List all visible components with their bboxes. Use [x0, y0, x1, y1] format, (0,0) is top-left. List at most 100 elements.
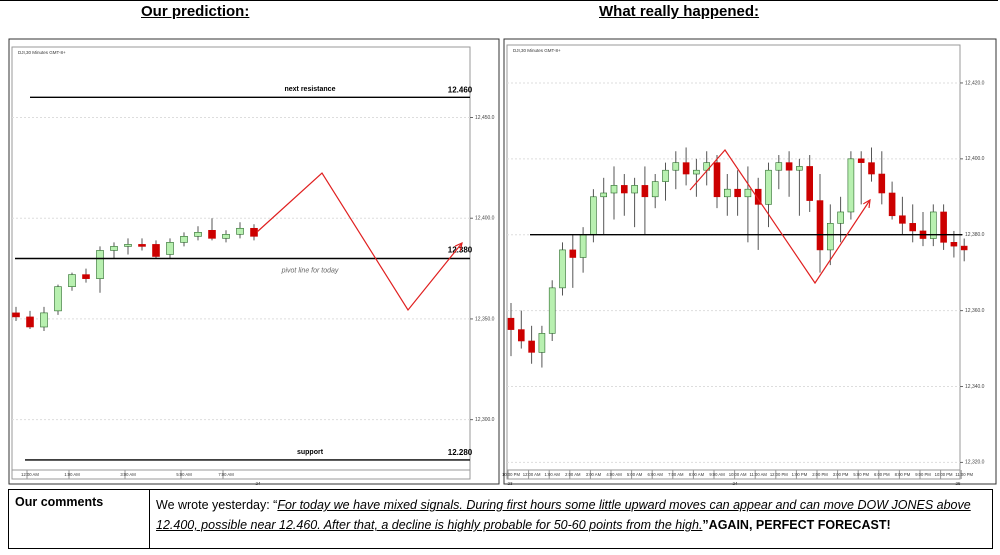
candle-body: [138, 244, 146, 247]
candle-body: [682, 162, 690, 175]
date-label: 24: [255, 481, 261, 486]
candle-body: [96, 250, 104, 279]
charts: DJI,30 Minutes GMT-8+ 12,450.0 12,400.0 12,…: [8, 38, 997, 486]
x-tick-label: 3:00 AM: [120, 472, 136, 477]
forecast-arrow: [689, 149, 870, 285]
candle-body: [651, 181, 659, 198]
y-tick-label: 12,400.0: [965, 156, 985, 162]
candle-body: [82, 274, 90, 279]
x-tick-label: 2:00 AM: [565, 472, 581, 477]
candle-body: [847, 158, 855, 213]
candle-body: [569, 249, 577, 258]
candle-body: [909, 223, 917, 232]
candle-body: [723, 188, 731, 198]
x-tick-label: 7:00 AM: [218, 472, 234, 477]
candle-body: [194, 232, 202, 237]
y-tick-label: 12,300.0: [475, 417, 495, 423]
candle-body: [775, 162, 783, 171]
candle-body: [816, 200, 824, 251]
x-tick-label: 1:00 AM: [545, 472, 561, 477]
x-tick-label: 9:00 PM: [915, 472, 931, 477]
right-frame: [503, 38, 997, 485]
candle-body: [548, 287, 556, 334]
x-tick-label: 2:00 PM: [812, 472, 828, 477]
x-tick-label: 4:00 AM: [606, 472, 622, 477]
candle-body: [693, 169, 700, 175]
x-axis-band: [506, 469, 961, 480]
top-rule: [0, 0, 998, 1]
candle-body: [180, 236, 188, 243]
candle-body: [610, 185, 618, 194]
y-tick-label: 12,400.0: [475, 216, 495, 222]
candle-body: [579, 234, 587, 258]
x-tick-label: 1:00 AM: [64, 472, 80, 477]
x-tick-label: 10:00 PM: [935, 472, 953, 477]
candle-body: [806, 166, 814, 201]
y-tick-label: 12,320.0: [965, 460, 985, 466]
y-tick-label: 12,420.0: [965, 80, 985, 86]
candle-body: [507, 317, 515, 330]
x-tick-label: 8:00 PM: [895, 472, 911, 477]
x-tick-label: 3:00 AM: [586, 472, 602, 477]
candle-body: [250, 227, 258, 237]
candle-body: [960, 245, 968, 251]
level-value: 12.460: [448, 85, 473, 94]
date-label: 23: [507, 481, 513, 486]
level-name: pivot line for today: [281, 267, 339, 274]
level-name: next resistance: [285, 86, 336, 93]
x-tick-label: 10:00 PM: [502, 472, 520, 477]
y-tick-label: 12,360.0: [965, 308, 985, 314]
comments: Our comments We wrote yesterday: “For to…: [8, 489, 993, 549]
date-label: 25: [955, 481, 961, 486]
left-heading: Our prediction:: [141, 3, 250, 20]
x-tick-label: 3:00 PM: [833, 472, 849, 477]
level-value: 12.280: [448, 448, 473, 457]
candle-body: [713, 162, 721, 198]
candle-body: [236, 227, 244, 235]
candle-body: [929, 211, 937, 239]
x-axis-band: [11, 469, 471, 480]
candle-body: [538, 333, 546, 353]
candle-body: [765, 169, 772, 205]
candle-body: [517, 329, 525, 342]
candle-body: [631, 185, 638, 194]
y-tick-label: 12,340.0: [965, 384, 985, 390]
chart-title: DJI,30 Minutes GMT-8+: [18, 50, 66, 55]
x-tick-label: 5:00 PM: [853, 472, 869, 477]
x-tick-label: 5:00 AM: [176, 472, 192, 477]
y-tick-label: 12,350.0: [475, 316, 495, 322]
candle-body: [641, 185, 649, 198]
x-tick-label: 6:00 PM: [874, 472, 890, 477]
date-label: 24: [732, 481, 738, 486]
candle-body: [26, 316, 34, 328]
right-heading: What really happened:: [599, 3, 760, 20]
forecast-arrow: [256, 172, 462, 312]
candle-body: [754, 188, 762, 205]
candle-body: [837, 211, 844, 224]
y-tick-label: 12,380.0: [965, 232, 985, 238]
level-value: 12.380: [448, 246, 473, 255]
candle-body: [40, 312, 48, 328]
candle-body: [222, 234, 230, 239]
x-tick-label: 11:00 AM: [750, 472, 768, 477]
x-tick-label: 12:00 PM: [770, 472, 788, 477]
candle-body: [166, 242, 174, 255]
intro: We wrote yesterday: “: [156, 498, 278, 512]
level-name: support: [297, 449, 324, 456]
candle-body: [208, 230, 216, 239]
candle-body: [734, 188, 741, 198]
candle-body: [888, 192, 896, 217]
candle-body: [899, 215, 906, 224]
quote: For today we have mixed signals. During …: [156, 498, 971, 532]
candle-body: [744, 188, 752, 198]
x-tick-label: 12:00 AM: [21, 472, 39, 477]
candle-body: [600, 192, 608, 198]
candle-body: [857, 158, 865, 163]
candle-body: [124, 244, 132, 247]
candle-body: [796, 166, 803, 171]
left-frame: [8, 38, 500, 485]
x-tick-label: 8:00 AM: [689, 472, 705, 477]
x-tick-label: 12:00 AM: [523, 472, 541, 477]
candle-body: [878, 173, 886, 194]
